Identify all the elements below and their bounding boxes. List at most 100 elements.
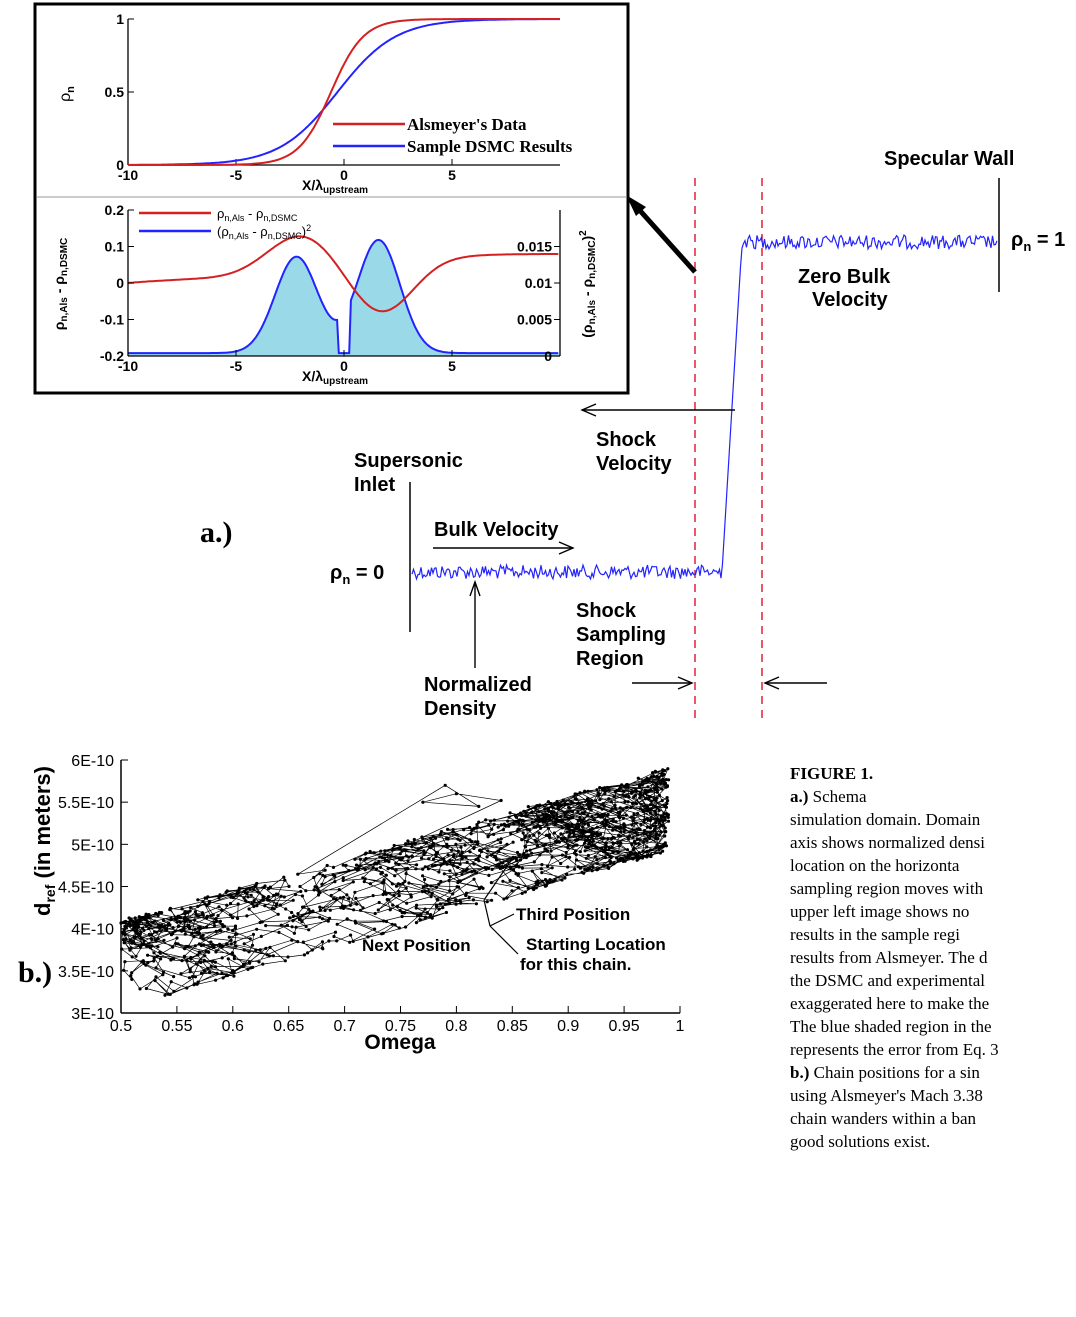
inset-bottom-ytick-label-left: -0.1 xyxy=(100,312,124,328)
chain-point xyxy=(191,974,195,979)
chain-point xyxy=(616,850,620,854)
chain-point xyxy=(611,835,615,839)
chain-point xyxy=(640,856,645,860)
chain-point xyxy=(622,789,626,793)
chain-point xyxy=(393,874,397,878)
chain-point xyxy=(658,819,662,823)
panel-a-schematic: Specular Wall ρn = 1 Zero Bulk Velocity … xyxy=(200,148,1065,720)
chain-point xyxy=(521,818,525,822)
chain-point xyxy=(284,907,288,911)
chain-point xyxy=(329,893,333,898)
chain-point xyxy=(209,940,213,944)
inset-top-xtick-label: 0 xyxy=(340,167,348,183)
chain-point xyxy=(249,893,253,897)
chain-point xyxy=(472,862,476,866)
chain-point xyxy=(421,867,425,871)
chain-point xyxy=(220,923,224,927)
chain-point xyxy=(573,797,578,801)
chain-point xyxy=(237,888,241,892)
chain-point xyxy=(418,918,422,922)
chain-point xyxy=(454,832,458,837)
chain-point xyxy=(603,791,607,796)
chain-point xyxy=(501,828,505,832)
chain-point xyxy=(389,854,393,858)
chain-point xyxy=(123,960,127,964)
chain-point xyxy=(490,898,494,902)
chain-point xyxy=(517,865,521,869)
chain-point xyxy=(657,833,661,837)
chain-point xyxy=(642,831,646,836)
caption-line: simulation domain. Domain xyxy=(790,808,1076,831)
chain-point xyxy=(163,993,167,997)
chain-point xyxy=(345,917,349,921)
chain-point xyxy=(293,892,298,897)
chain-point xyxy=(152,951,156,955)
chain-point xyxy=(606,837,610,841)
chain-point xyxy=(641,809,646,814)
chain-point xyxy=(621,793,625,797)
chain-point xyxy=(638,807,642,811)
chain-point xyxy=(291,914,295,919)
chain-point xyxy=(503,824,507,828)
chain-point xyxy=(327,939,331,943)
chain-point xyxy=(634,831,638,835)
density-profile-line xyxy=(411,233,998,581)
chain-point xyxy=(641,849,645,853)
chain-point xyxy=(451,863,455,868)
chain-point xyxy=(320,940,325,944)
chain-point xyxy=(560,853,565,857)
chain-point xyxy=(138,919,142,924)
chain-point xyxy=(421,885,425,889)
chain-point xyxy=(468,825,472,830)
chain-point xyxy=(232,957,236,961)
chain-point xyxy=(637,851,642,855)
chain-point xyxy=(407,881,411,885)
chain-point xyxy=(410,854,414,859)
chain-point xyxy=(250,902,254,906)
chain-point xyxy=(267,895,271,899)
chain-point xyxy=(642,829,647,833)
panel-b-ytick-label: 4E-10 xyxy=(71,922,114,939)
chain-point xyxy=(412,837,416,842)
chain-point xyxy=(332,934,336,939)
chain-point xyxy=(594,799,598,803)
chain-point xyxy=(226,957,230,961)
chain-point xyxy=(573,838,578,842)
chain-point xyxy=(465,860,469,865)
chain-point xyxy=(300,920,304,924)
chain-point xyxy=(187,923,191,927)
chain-point xyxy=(250,943,255,947)
inset-bottom-xtick-label: 5 xyxy=(448,358,456,374)
chain-point xyxy=(605,785,610,790)
chain-point xyxy=(556,819,560,823)
chain-point xyxy=(134,922,138,926)
chain-point xyxy=(207,902,211,906)
chain-point xyxy=(462,828,466,832)
chain-point xyxy=(583,868,587,872)
caption-text: exaggerated here to make the xyxy=(790,994,990,1013)
chain-point xyxy=(460,872,464,876)
chain-point xyxy=(468,850,472,854)
chain-point xyxy=(645,845,649,849)
chain-point xyxy=(464,891,469,895)
chain-point xyxy=(301,905,305,909)
inset-top-ticks: 10.50-10 -5 0 5 xyxy=(105,11,457,183)
chain-point xyxy=(202,968,206,973)
chain-point xyxy=(400,849,404,853)
chain-point xyxy=(653,827,657,831)
chain-point xyxy=(531,887,535,891)
chain-point xyxy=(587,842,591,846)
chain-point xyxy=(520,866,525,870)
chain-point xyxy=(575,822,580,826)
chain-point xyxy=(566,843,571,848)
annotation-third-position: Third Position xyxy=(516,905,630,924)
chain-point xyxy=(622,816,626,820)
chain-point xyxy=(552,810,556,814)
chain-point xyxy=(261,962,265,966)
chain-point xyxy=(193,910,197,914)
chain-point xyxy=(548,878,552,882)
chain-point xyxy=(499,798,503,803)
chain-point xyxy=(535,844,540,848)
chain-point xyxy=(522,809,526,813)
chain-point xyxy=(404,925,408,929)
